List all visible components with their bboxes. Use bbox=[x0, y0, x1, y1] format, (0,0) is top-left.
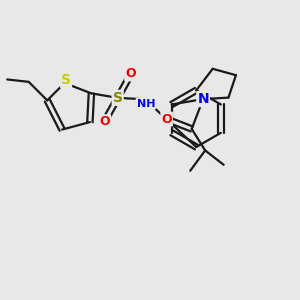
Text: NH: NH bbox=[136, 99, 155, 109]
Text: S: S bbox=[113, 91, 123, 105]
Text: S: S bbox=[61, 73, 71, 87]
Text: N: N bbox=[197, 92, 209, 106]
Text: O: O bbox=[161, 112, 172, 126]
Text: O: O bbox=[100, 115, 110, 128]
Text: O: O bbox=[125, 68, 136, 80]
